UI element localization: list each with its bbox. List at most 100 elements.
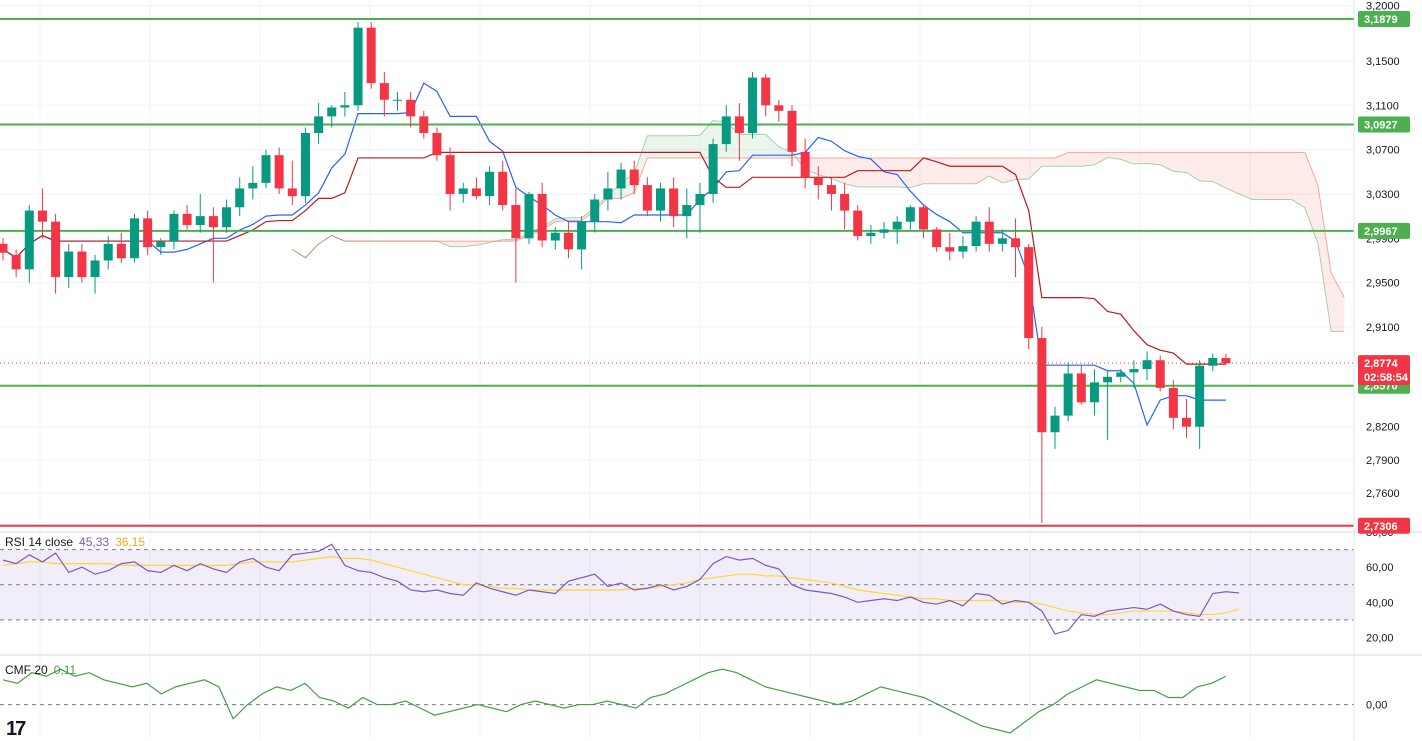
tradingview-logo[interactable]: 17 [6,718,26,740]
candle-body [761,77,771,106]
price-axis[interactable]: 3,20003,15003,11003,07003,03002,99002,95… [1353,0,1410,740]
candle-body [498,171,508,206]
candle-body [1037,338,1047,433]
candle-body [1076,373,1086,403]
candle-body [1195,365,1205,427]
candle-body [1182,417,1191,427]
cmf-legend: CMF 20 0,11 [5,663,82,677]
candle-body [748,77,758,133]
candle-body [537,193,547,241]
current-price-tag [1358,355,1410,386]
candle-body [1142,360,1152,370]
candle-body [208,216,218,228]
cloud-segment [949,157,963,184]
cloud-segment [1068,152,1082,167]
current-price-tag-text: 02:58:54 [1364,372,1409,384]
rsi-tick-label: 40,00 [1366,597,1394,609]
cloud-segment [1265,152,1279,200]
candle-body [840,193,850,211]
cloud-segment [739,134,753,158]
cloud-segment [857,157,871,188]
candle-body [222,207,232,228]
candle-body [37,210,47,222]
candle-body [905,207,915,222]
candle-body [892,221,902,230]
candle-body [1168,387,1178,418]
candle-body [485,171,495,197]
candle-body [248,182,258,189]
candle-body [721,116,731,145]
candle-body [393,99,402,101]
cloud-segment [936,157,950,184]
rsi-tick-label: 60,00 [1366,562,1394,574]
level-tag [1358,222,1410,239]
candle-body [287,188,297,197]
rsi-legend-name: RSI 14 close [5,535,74,549]
candle-body [774,105,784,111]
candle-body [997,238,1007,244]
cloud-segment [1186,152,1200,181]
cloud-segment [1199,152,1213,182]
candle-body [642,185,652,211]
candle-body [0,243,8,253]
candle-body [971,221,981,247]
candle-body [24,210,34,270]
candle-body [11,254,21,270]
candle-body [866,232,876,237]
level-tag [1358,116,1410,133]
candle-body [708,144,718,194]
candle-body [826,185,836,194]
cloud-segment [647,135,661,158]
candle-body [550,232,560,241]
cloud-segment [1041,157,1055,167]
candle-body [682,205,692,217]
candle-body [261,155,271,183]
kijun-line [2,151,1226,365]
candle-body [274,155,284,189]
candle-body [64,251,74,278]
current-price-tag-text: 2,8774 [1364,358,1399,370]
price-tick-label: 2,9100 [1366,322,1400,334]
candle-body [353,27,363,106]
candle-body [1050,415,1060,433]
cloud-segment [752,134,766,158]
cmf-line [2,668,1227,734]
price-tick-label: 2,7900 [1366,455,1400,467]
candle-body [511,205,521,239]
candle-body [984,221,994,244]
candle-body [130,218,139,259]
candle-body [1155,360,1165,388]
candle-body [853,210,863,237]
cloud-segment [884,157,898,188]
rsi-value: 45,33 [79,535,110,549]
cloud-segment [1081,152,1095,167]
cloud-segment [1094,152,1108,165]
price-tick-label: 2,8200 [1366,422,1400,434]
candle-body [524,193,534,239]
cmf-legend-name: CMF 20 [5,663,48,677]
level-tag-text: 2,9967 [1364,226,1398,238]
price-tick-label: 2,7600 [1366,488,1400,500]
candle-body [656,188,665,211]
candle-body [169,213,179,242]
candle-body [143,218,153,248]
level-tag [1358,517,1410,534]
candle-body [813,177,823,186]
cloud-segment [1304,152,1318,244]
cloud-segment [476,241,490,246]
candles [0,22,1231,524]
span-b-line [292,151,1345,298]
cloud-segment [1133,152,1148,165]
cmf-pane: 0,00 [0,654,1422,734]
cloud-segment [1225,152,1240,194]
candle-body [919,207,928,230]
candle-body [90,260,100,278]
price-tick-label: 3,0300 [1366,189,1400,201]
candle-body [879,229,889,233]
candle-body [235,188,245,208]
cloud-segment [989,157,1003,183]
candle-body [1208,357,1218,366]
candle-body [471,188,481,197]
